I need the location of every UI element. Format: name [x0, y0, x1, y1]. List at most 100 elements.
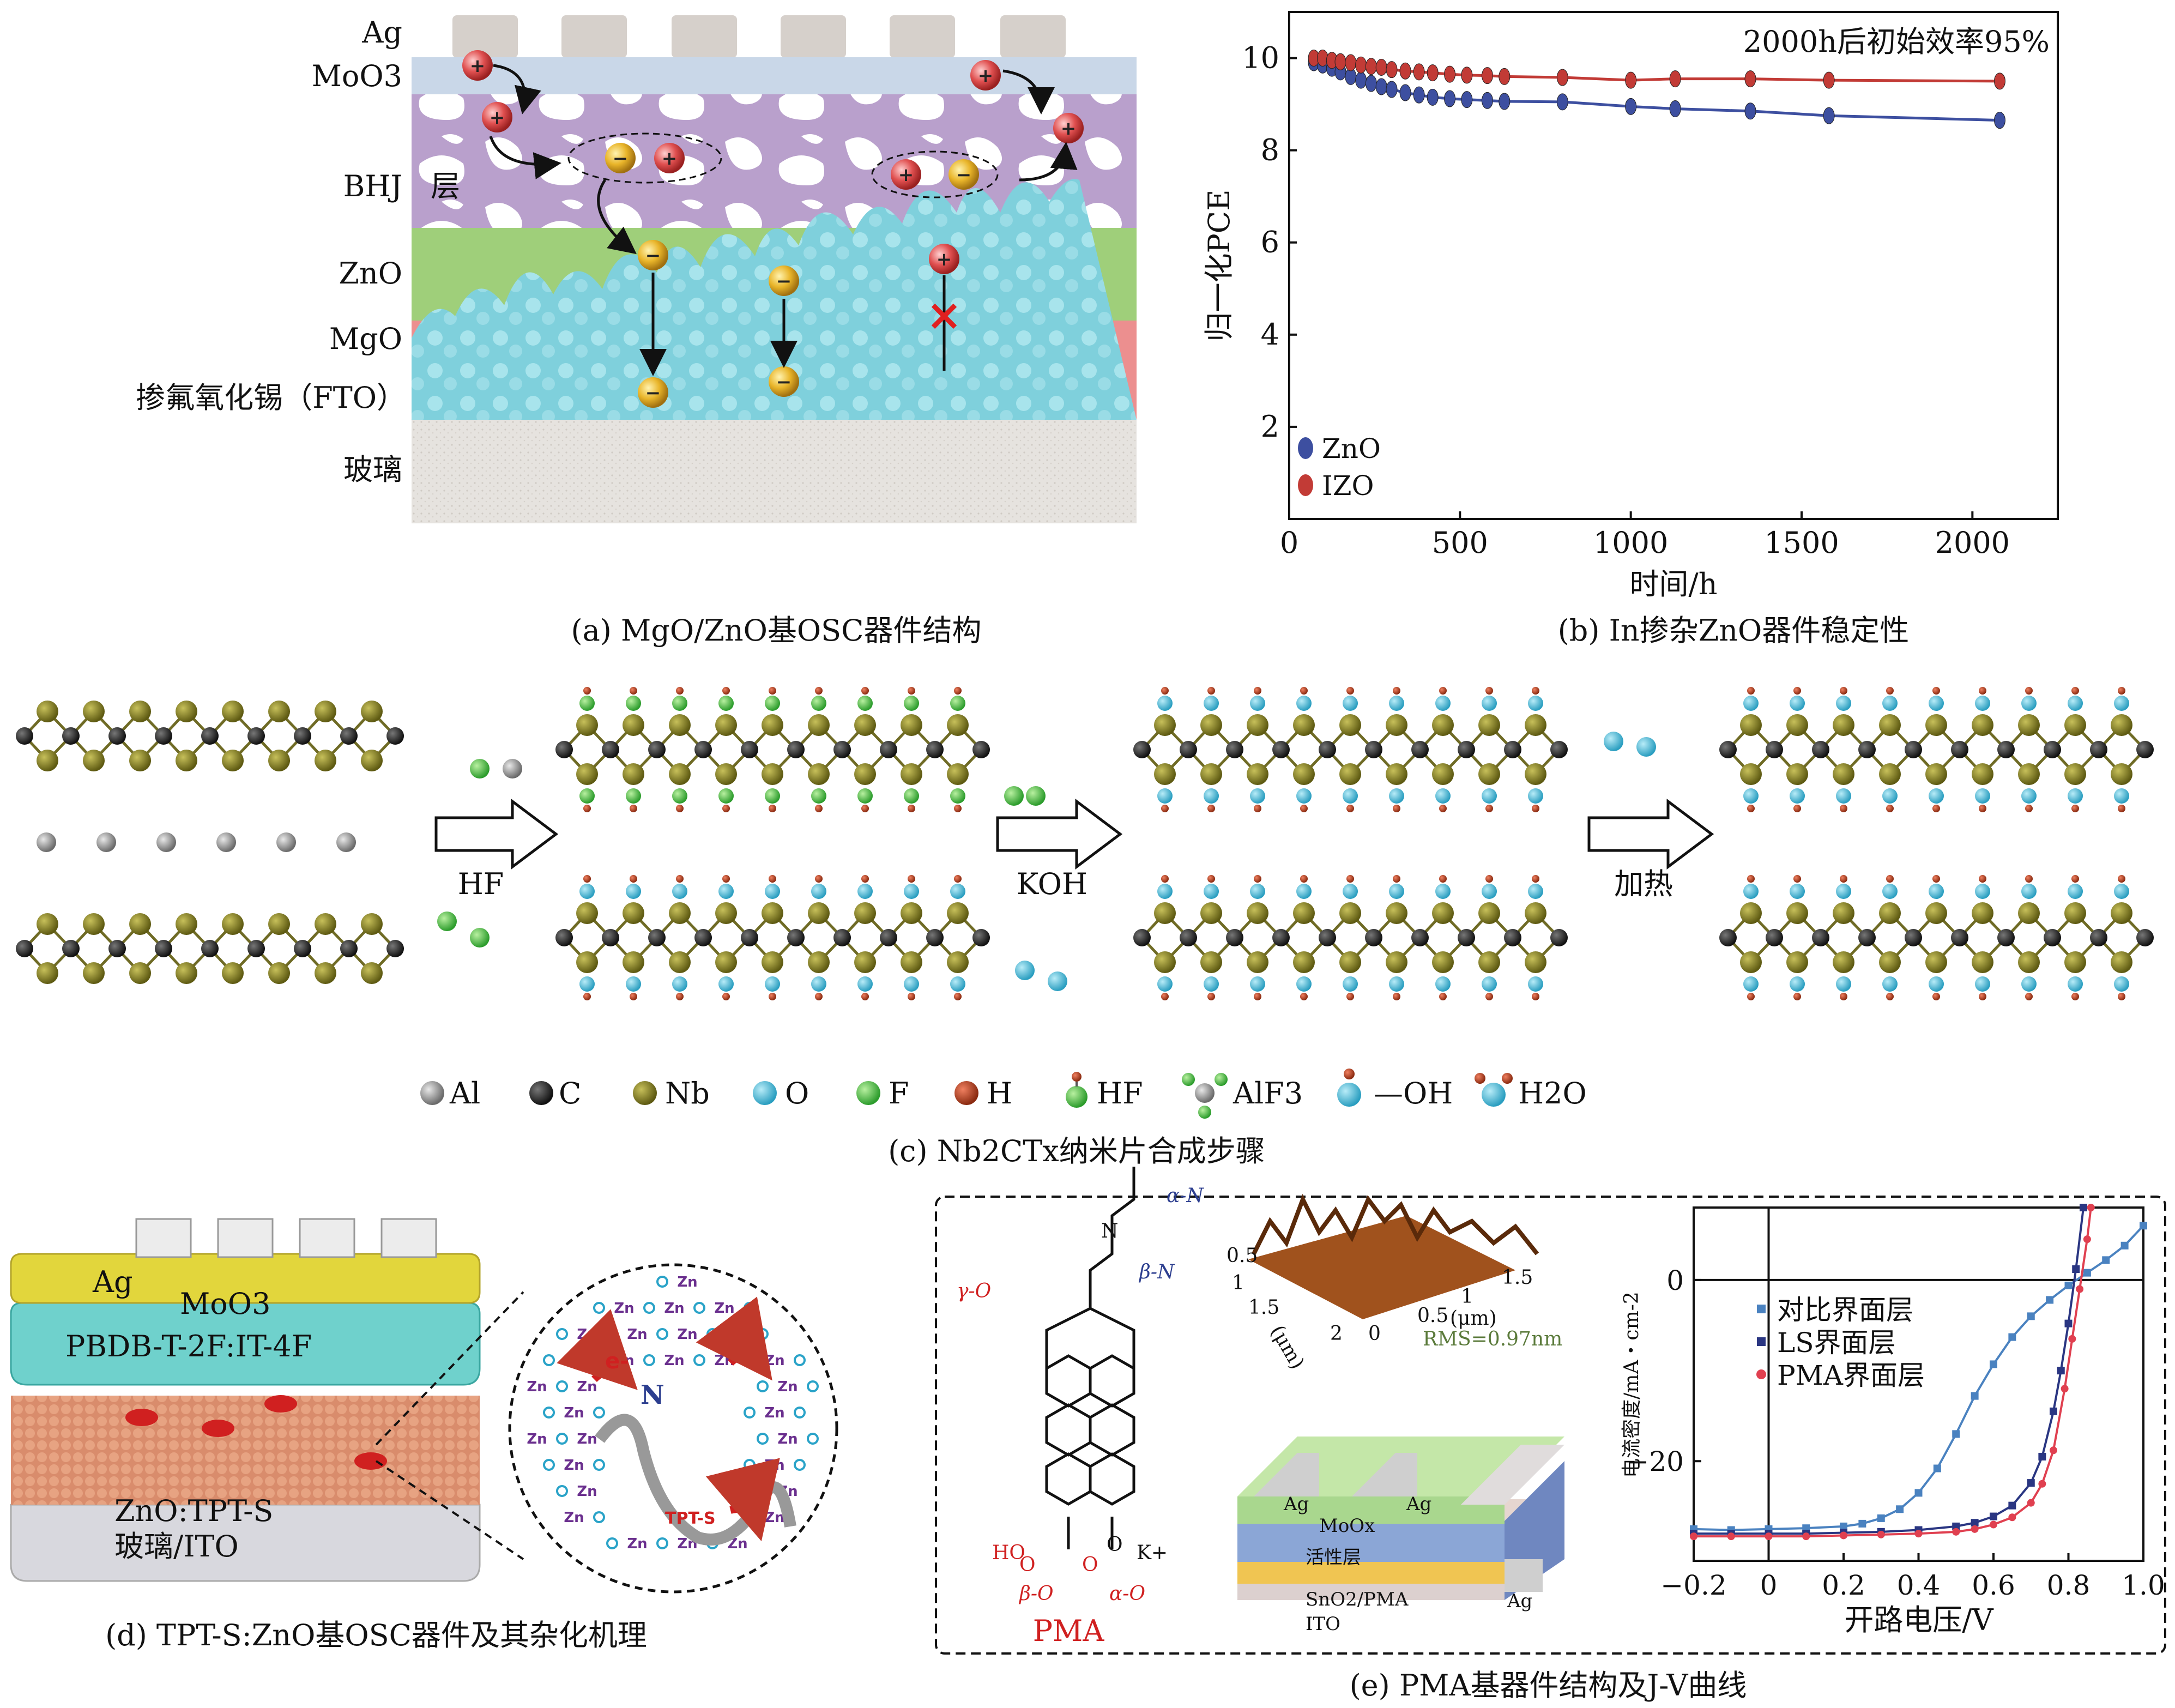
atom-icon — [1532, 993, 1539, 1000]
atom-icon — [1346, 805, 1354, 812]
panel-c-synthesis: HF KOH 加热 Al C Nb O F H HF AlF3 —OH H2O — [16, 687, 2154, 1168]
chart-b-annotation: 2000h后初始效率95% — [1743, 25, 2050, 59]
atom-icon — [1250, 788, 1265, 804]
atom-icon — [1365, 741, 1382, 758]
atom-icon — [315, 701, 336, 722]
data-point — [1933, 1464, 1941, 1472]
legend-marker-pma — [1756, 1369, 1766, 1379]
legend-label-izo: IZO — [1322, 470, 1374, 502]
oxygen-ring-icon — [807, 1380, 819, 1392]
panel-a-device-structure: Ag MoO3 BHJ ZnO MgO 掺氟氧化锡（FTO） 玻璃 层 + + … — [136, 15, 1137, 648]
layer-label-d-moo3: MoO3 — [180, 1287, 270, 1321]
zn-atom-label: Zn — [627, 1326, 647, 1343]
layer-label-zno: ZnO — [339, 256, 402, 291]
atom-icon — [762, 951, 783, 973]
data-point — [1914, 1489, 1923, 1497]
data-point — [1971, 1525, 1979, 1533]
atom-icon — [676, 687, 684, 695]
data-point — [2072, 1265, 2080, 1273]
lattice-structures — [16, 687, 2154, 1000]
chart-b-marks — [1308, 50, 2005, 129]
atom-icon — [1833, 951, 1854, 973]
data-point — [1399, 62, 1411, 80]
atom-icon — [1346, 687, 1354, 695]
atom-icon — [1386, 763, 1407, 785]
atom-icon — [854, 763, 876, 785]
oxygen-ring-icon — [656, 1537, 668, 1549]
atom-icon — [1793, 875, 1801, 883]
panel-c-caption: (c) Nb2CTx纳米片合成步骤 — [888, 1134, 1265, 1168]
atom-icon — [1133, 929, 1151, 946]
atom-icon — [1432, 902, 1454, 924]
atom-icon — [1840, 993, 1847, 1000]
atom-icon — [1389, 884, 1404, 899]
atom-icon — [1719, 741, 1737, 758]
atom-icon — [1528, 884, 1543, 899]
atom-icon — [268, 962, 290, 984]
data-point — [1877, 1530, 1885, 1538]
data-point — [1744, 70, 1756, 88]
hole-icon: + — [970, 60, 1001, 90]
atom-icon — [315, 913, 336, 935]
svg-text:−: − — [776, 270, 792, 292]
data-point — [1444, 90, 1456, 107]
atom-icon — [1743, 696, 1759, 711]
atom-icon — [222, 750, 244, 771]
x-tick-label: 0 — [1760, 1570, 1778, 1601]
oxygen-ring-icon — [543, 1407, 555, 1419]
atom-icon — [672, 696, 687, 711]
atom-icon — [762, 714, 783, 736]
atom-icon — [37, 913, 58, 935]
data-point — [1375, 58, 1387, 76]
data-point — [2050, 1407, 2057, 1415]
stack-active: 活性层 — [1306, 1547, 1361, 1568]
data-point — [2008, 1513, 2016, 1522]
atom-icon — [1200, 714, 1222, 736]
atom-icon — [1389, 788, 1404, 804]
atom-icon — [908, 687, 915, 695]
mol-ho: HO — [992, 1542, 1025, 1564]
legend-alf3-icon — [1182, 1073, 1228, 1119]
atom-icon — [694, 741, 712, 758]
oxygen-ring-icon — [757, 1380, 769, 1392]
atom-icon — [1180, 929, 1197, 946]
atom-icon — [1204, 976, 1219, 992]
atom-icon — [1790, 884, 1805, 899]
atom-icon — [1254, 805, 1261, 812]
data-point — [1765, 1532, 1773, 1541]
atom-icon — [1346, 993, 1354, 1000]
atom-icon — [1525, 763, 1546, 785]
atom-icon — [1790, 788, 1805, 804]
atom-icon — [176, 913, 197, 935]
atom-icon — [1478, 763, 1500, 785]
atom-icon — [854, 902, 876, 924]
atom-icon — [1482, 884, 1497, 899]
atom-icon — [950, 884, 965, 899]
atom-icon — [268, 750, 290, 771]
atom-icon — [1743, 788, 1759, 804]
atom-icon — [972, 741, 990, 758]
atom-icon — [718, 884, 734, 899]
atom-icon — [2021, 884, 2037, 899]
atom-icon — [555, 741, 573, 758]
data-point — [1990, 1512, 1997, 1520]
atom-icon — [1161, 805, 1169, 812]
atom-icon — [1432, 714, 1454, 736]
atom-icon — [1812, 741, 1829, 758]
atom-icon — [1740, 714, 1762, 736]
atom-icon — [769, 875, 776, 883]
pbdb-layer — [10, 1302, 481, 1386]
atom-icon — [176, 962, 197, 984]
atom-icon — [1296, 788, 1312, 804]
atom-icon — [2118, 805, 2125, 812]
atom-icon — [676, 993, 684, 1000]
atom-icon — [1339, 714, 1361, 736]
atom-icon — [741, 741, 758, 758]
atom-icon — [1207, 875, 1215, 883]
atom-icon — [108, 727, 126, 745]
atom-icon — [1790, 696, 1805, 711]
atom-icon — [37, 701, 58, 722]
atom-icon — [1254, 687, 1261, 695]
arrow-label-heat: 加热 — [1614, 867, 1673, 901]
atom-icon — [1836, 788, 1851, 804]
